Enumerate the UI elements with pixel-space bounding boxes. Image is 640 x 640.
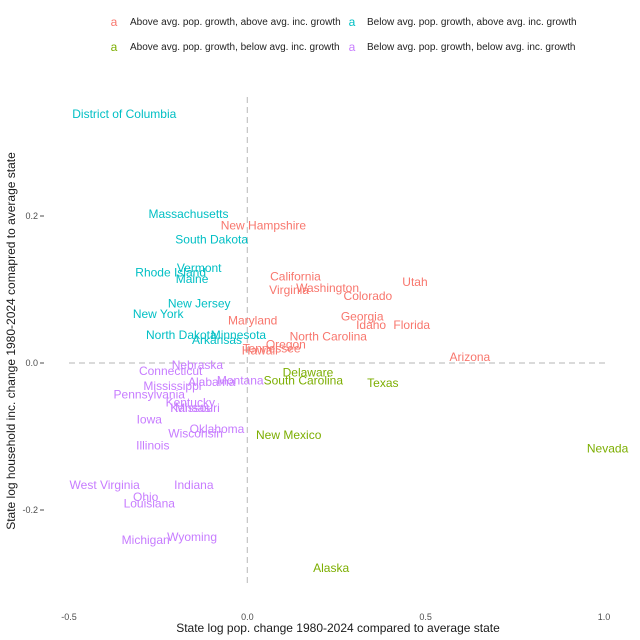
state-label: Texas <box>367 376 398 390</box>
state-label: Alabama <box>188 375 236 389</box>
state-label: Nevada <box>587 441 629 455</box>
state-label: Massachusetts <box>148 207 228 221</box>
state-label: Illinois <box>136 438 169 452</box>
state-label: South Dakota <box>175 233 248 247</box>
state-label: New Hampshire <box>221 219 307 233</box>
state-label: Maryland <box>228 313 277 327</box>
state-label: Rhode Island <box>135 266 206 280</box>
state-label: Vermont <box>177 261 222 275</box>
state-label: South Carolina <box>264 374 344 388</box>
state-label: California <box>270 269 321 283</box>
state-label: New Jersey <box>168 296 231 310</box>
legend-label: Below avg. pop. growth, above avg. inc. … <box>367 17 577 28</box>
x-tick-label: -0.5 <box>61 612 77 622</box>
state-label: New York <box>133 307 185 321</box>
y-tick-label: 0.0 <box>25 358 38 368</box>
state-label: Wisconsin <box>168 427 223 441</box>
x-axis-title: State log pop. change 1980-2024 compared… <box>176 621 500 635</box>
x-tick-label: 0.5 <box>419 612 432 622</box>
state-label: Utah <box>402 275 427 289</box>
state-label: Maine <box>176 272 209 286</box>
state-label: New Mexico <box>256 428 322 442</box>
state-label: Hawaii <box>242 344 278 358</box>
state-label: Alaska <box>313 561 349 575</box>
reference-lines <box>69 97 606 585</box>
legend-label: Above avg. pop. growth, above avg. inc. … <box>130 17 341 28</box>
state-label: Georgia <box>341 310 384 324</box>
legend-label: Above avg. pop. growth, below avg. inc. … <box>130 42 340 53</box>
state-label: Virginia <box>269 283 309 297</box>
state-label: Indiana <box>174 478 214 492</box>
x-tick-label: 0.0 <box>241 612 254 622</box>
state-label: Tennessee <box>243 341 301 355</box>
state-label: Iowa <box>137 413 163 427</box>
state-label: North Carolina <box>290 330 368 344</box>
state-label: Arkansas <box>192 333 242 347</box>
state-label: Idaho <box>356 318 386 332</box>
state-label: Michigan <box>122 533 170 547</box>
legend-key: a <box>111 40 118 54</box>
state-label: Ohio <box>133 490 159 504</box>
legend-key: a <box>111 15 118 29</box>
state-label: Pennsylvania <box>114 388 186 402</box>
legend-key: a <box>349 15 356 29</box>
state-label: Colorado <box>344 289 393 303</box>
legend-key: a <box>349 40 356 54</box>
data-labels: New Hampshire CaliforniaVirginiaWashingto… <box>70 107 629 575</box>
y-axis-title: State log household inc. change 1980-202… <box>4 152 18 530</box>
state-label: Oklahoma <box>190 422 245 436</box>
state-label: North Dakota <box>146 328 217 342</box>
state-label: Florida <box>393 318 430 332</box>
axis-ticks: -0.5 0.0 0.5 1.0 -0.2 0.0 0.2 <box>22 211 610 622</box>
state-label: Kentucky <box>166 396 215 410</box>
state-label: Oregon <box>266 338 306 352</box>
legend: a Above avg. pop. growth, above avg. inc.… <box>111 15 577 54</box>
state-label: Nebraska <box>172 358 224 372</box>
x-tick-label: 1.0 <box>598 612 611 622</box>
state-label: District of Columbia <box>72 107 176 121</box>
state-label: Minnesota <box>211 328 267 342</box>
state-label: Mississippi <box>143 379 201 393</box>
y-tick-label: 0.2 <box>25 211 38 221</box>
state-label: West Virginia <box>70 478 141 492</box>
state-label: Montana <box>217 374 264 388</box>
state-label: Louisiana <box>124 496 176 510</box>
state-label: Connecticut <box>139 364 203 378</box>
y-tick-label: -0.2 <box>22 505 38 515</box>
state-label: Kansas <box>170 401 210 415</box>
legend-label: Below avg. pop. growth, below avg. inc. … <box>367 42 575 53</box>
state-label: Arizona <box>450 350 491 364</box>
state-label: Missouri <box>175 401 220 415</box>
state-label: Wyoming <box>167 530 217 544</box>
state-label: Delaware <box>283 366 334 380</box>
state-label: Washington <box>296 281 359 295</box>
